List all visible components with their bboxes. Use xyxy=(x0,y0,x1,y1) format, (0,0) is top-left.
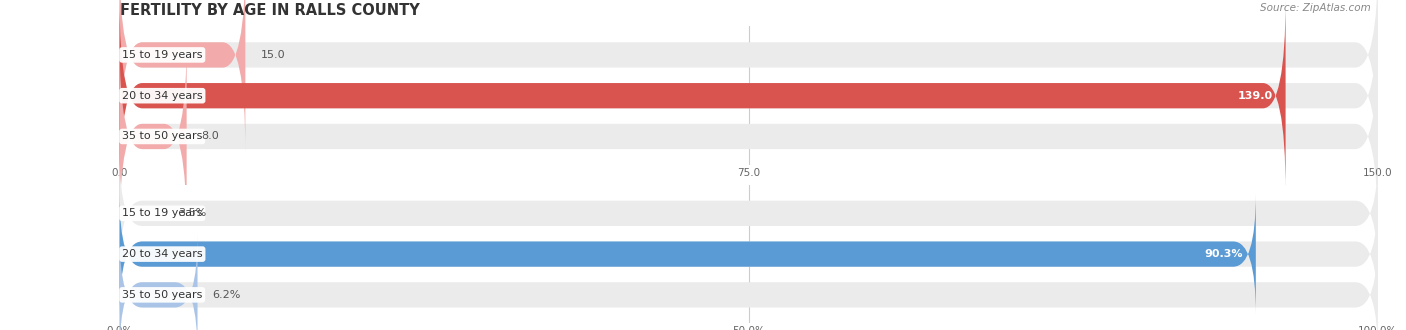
Text: Source: ZipAtlas.com: Source: ZipAtlas.com xyxy=(1260,3,1371,13)
Text: 20 to 34 years: 20 to 34 years xyxy=(122,91,202,101)
FancyBboxPatch shape xyxy=(120,39,1378,234)
FancyBboxPatch shape xyxy=(120,0,1285,193)
Text: 35 to 50 years: 35 to 50 years xyxy=(122,131,202,142)
Text: FERTILITY BY AGE IN RALLS COUNTY: FERTILITY BY AGE IN RALLS COUNTY xyxy=(120,3,419,18)
Text: 8.0: 8.0 xyxy=(201,131,219,142)
FancyBboxPatch shape xyxy=(120,193,1256,315)
Text: 15.0: 15.0 xyxy=(260,50,285,60)
Text: 6.2%: 6.2% xyxy=(212,290,240,300)
FancyBboxPatch shape xyxy=(120,152,1378,274)
FancyBboxPatch shape xyxy=(120,0,1378,152)
Text: 15 to 19 years: 15 to 19 years xyxy=(122,50,202,60)
FancyBboxPatch shape xyxy=(120,193,1378,315)
Text: 35 to 50 years: 35 to 50 years xyxy=(122,290,202,300)
FancyBboxPatch shape xyxy=(120,0,1378,193)
Text: 90.3%: 90.3% xyxy=(1205,249,1243,259)
Text: 15 to 19 years: 15 to 19 years xyxy=(122,208,202,218)
FancyBboxPatch shape xyxy=(120,234,1378,330)
Text: 139.0: 139.0 xyxy=(1237,91,1272,101)
FancyBboxPatch shape xyxy=(120,234,197,330)
Text: 20 to 34 years: 20 to 34 years xyxy=(122,249,202,259)
FancyBboxPatch shape xyxy=(120,39,187,234)
FancyBboxPatch shape xyxy=(120,0,246,152)
Text: 3.5%: 3.5% xyxy=(179,208,207,218)
